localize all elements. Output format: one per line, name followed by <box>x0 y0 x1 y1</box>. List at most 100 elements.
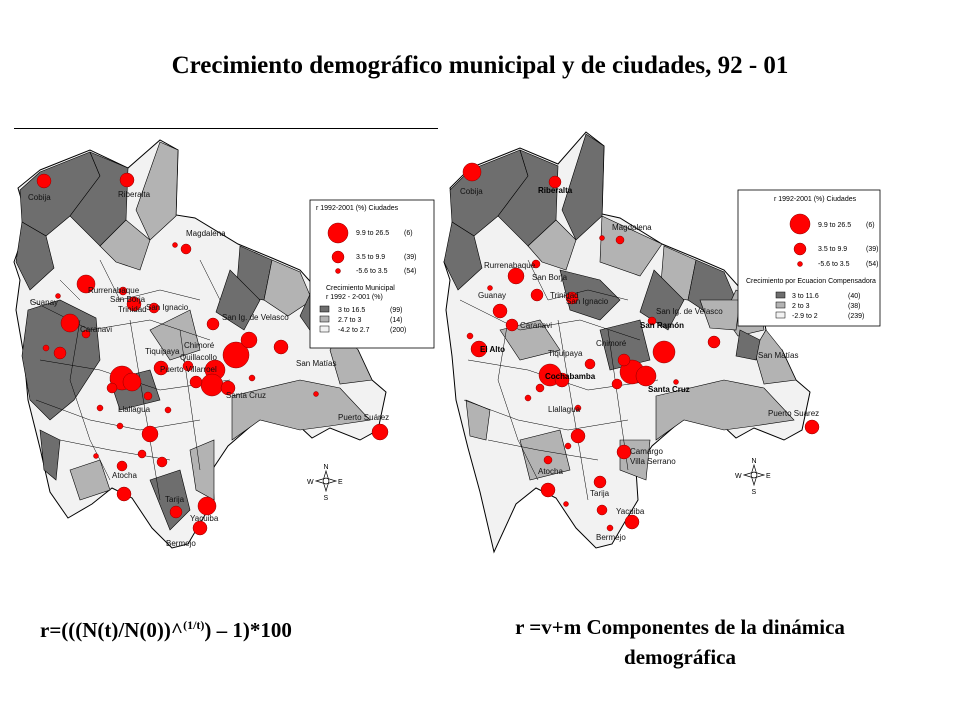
city-label: Trinidad <box>550 291 579 300</box>
legend-row-count: (14) <box>390 317 402 324</box>
city-label: Caranavi <box>520 321 552 330</box>
legend-row-count: (200) <box>390 327 406 334</box>
legend-row-count: (6) <box>404 230 413 237</box>
city-label: Magdalena <box>612 223 652 232</box>
legend-row-label: -4.2 to 2.7 <box>338 327 370 334</box>
growth-formula: r=(((N(t)/N(0))^(1/t)) – 1)*100 <box>40 618 292 643</box>
compass-w: W <box>735 473 742 480</box>
city-label: Tarija <box>165 495 185 504</box>
city-label: Rurrenabaque <box>484 261 536 270</box>
city-label: Tiquipaya <box>145 347 180 356</box>
city-label: Rurrenabaque <box>88 286 140 295</box>
city-label: San Ignacio <box>146 303 189 312</box>
city-label: Guanay <box>30 298 58 307</box>
city-labels-left: Cobija Riberalta Magdalena Rurrenabaque … <box>28 190 389 548</box>
city-label: Llallagua <box>548 405 581 414</box>
city-label: Llallagua <box>118 405 151 414</box>
legend-row-count: (54) <box>866 261 878 268</box>
legend-cities-title: r 1992-2001 (%) Ciudades <box>774 196 857 203</box>
city-label: Chimoré <box>184 341 215 350</box>
city-label: Yacuiba <box>190 514 219 523</box>
formula-exponent: (1/t) <box>183 618 205 632</box>
city-label: Cobija <box>28 193 51 202</box>
legend-row-count: (239) <box>848 313 864 320</box>
city-label: San Ig. de Velasco <box>656 307 723 316</box>
city-label: Santa Cruz <box>648 385 690 394</box>
legend-row-label: -2.9 to 2 <box>792 313 818 320</box>
city-label: Villa Serrano <box>630 457 676 466</box>
city-label: San Ignacio <box>566 297 609 306</box>
city-dots-left <box>36 172 389 536</box>
city-label: Atocha <box>538 467 563 476</box>
compass-e: E <box>766 473 771 480</box>
legend-row-label: -5.6 to 3.5 <box>356 268 388 275</box>
legend-row-count: (6) <box>866 222 875 229</box>
city-label: Quillacollo <box>180 353 217 362</box>
legend-row-label: 9.9 to 26.5 <box>356 230 389 237</box>
formula-main: r=(((N(t)/N(0))^ <box>40 618 184 642</box>
city-dots-right <box>462 162 820 532</box>
legend-left: r 1992-2001 (%) Ciudades 9.9 to 26.5 (6)… <box>309 199 435 349</box>
legend-mun-title: Crecimiento Municipal <box>326 285 395 292</box>
city-label: Chimoré <box>596 339 627 348</box>
city-label: Tiquipaya <box>548 349 583 358</box>
legend-row-count: (99) <box>390 307 402 314</box>
city-label: San Ramón <box>640 321 684 330</box>
compass-n: N <box>324 464 329 471</box>
city-label: Trinidad <box>118 305 147 314</box>
city-label: Yacuiba <box>616 507 645 516</box>
city-label: Tarija <box>590 489 610 498</box>
legend-row-label: 3.5 to 9.9 <box>818 246 847 253</box>
legend-row-label: 2.7 to 3 <box>338 317 361 324</box>
city-label: San Borja <box>110 295 146 304</box>
compass-n: N <box>752 458 757 465</box>
city-label: Cobija <box>460 187 483 196</box>
city-label: Cochabamba <box>545 372 596 381</box>
city-label: San Matías <box>758 351 798 360</box>
legend-row-count: (39) <box>404 254 416 261</box>
legend-row-label: -5.6 to 3.5 <box>818 261 850 268</box>
city-label: Riberalta <box>118 190 151 199</box>
compass-w: W <box>307 479 314 486</box>
city-label: Santa Cruz <box>226 391 266 400</box>
compass-s: S <box>324 495 329 502</box>
legend-row-label: 3 to 16.5 <box>338 307 365 314</box>
city-label: Atocha <box>112 471 137 480</box>
legend-row-count: (40) <box>848 293 860 300</box>
city-label: Magdalena <box>186 229 226 238</box>
city-label: Puerto Suárez <box>338 413 389 422</box>
legend-mun-title: Crecimiento por Ecuacion Compensadora <box>746 278 876 285</box>
map-left: Cobija Riberalta Magdalena Rurrenabaque … <box>13 139 435 549</box>
city-label: El Alto <box>480 345 505 354</box>
components-caption-line2: demográfica <box>624 645 736 669</box>
components-caption-line1: r =v+m Componentes de la dinámica <box>515 615 845 639</box>
map-right: Cobija Riberalta Magdalena Rurrenabaque … <box>443 131 881 554</box>
legend-row-label: 2 to 3 <box>792 303 810 310</box>
legend-row-count: (39) <box>866 246 878 253</box>
legend-right: r 1992-2001 (%) Ciudades 9.9 to 26.5 (6)… <box>737 189 881 327</box>
page-title: Crecimiento demográfico municipal y de c… <box>171 52 789 79</box>
compass-rose-icon: N S E W <box>307 464 343 502</box>
legend-row-label: 3.5 to 9.9 <box>356 254 385 261</box>
city-label: Camargo <box>630 447 663 456</box>
city-label: Bermejo <box>596 533 626 542</box>
legend-row-label: 9.9 to 26.5 <box>818 222 851 229</box>
legend-row-label: 3 to 11.6 <box>792 293 819 300</box>
city-label: San Borja <box>532 273 568 282</box>
compass-rose-icon: N S E W <box>735 458 771 496</box>
city-label: Guanay <box>478 291 506 300</box>
formula-tail: ) – 1)*100 <box>204 618 292 642</box>
city-label: Caranavi <box>80 325 112 334</box>
city-label: Bermejo <box>166 539 196 548</box>
components-caption: r =v+m Componentes de la dinámica demogr… <box>450 612 910 672</box>
city-label: San Matías <box>296 359 336 368</box>
legend-cities-title: r 1992-2001 (%) Ciudades <box>316 205 399 212</box>
compass-e: E <box>338 479 343 486</box>
city-label: Riberalta <box>538 186 573 195</box>
legend-mun-title: r 1992 - 2-001 (%) <box>326 294 383 301</box>
city-label: Puerto Suárez <box>768 409 819 418</box>
divider-line <box>14 128 438 129</box>
city-labels-right: Cobija Riberalta Magdalena Rurrenabaque … <box>460 186 819 542</box>
legend-row-count: (54) <box>404 268 416 275</box>
